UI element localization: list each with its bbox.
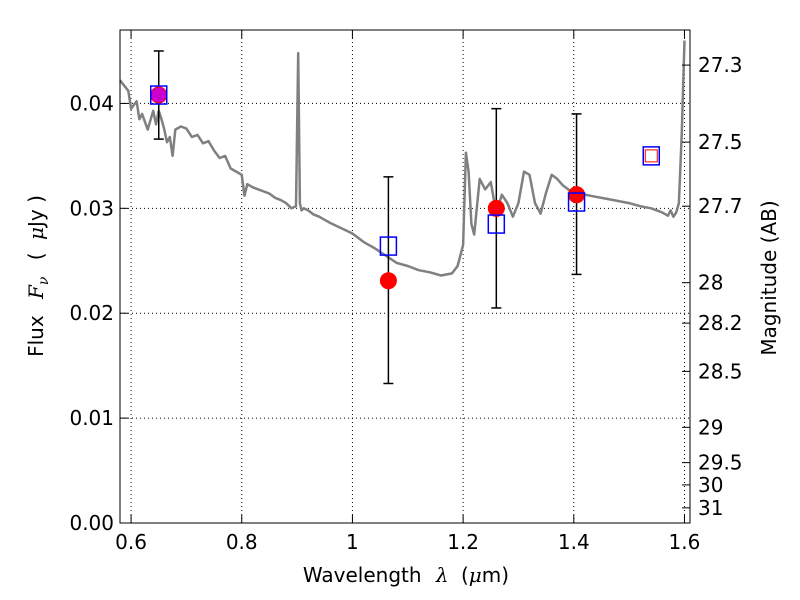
y-axis-title: Flux Fν ( μJy ) [24,195,53,357]
x-tick-label: 1.2 [447,530,479,554]
model-square [642,146,661,166]
x-tick-label: 1.4 [558,530,590,554]
observed-point [568,186,586,204]
y2-tick-label: 29.5 [698,451,743,475]
x-tick-label: 0.8 [226,530,258,554]
y-tick-label: 0.04 [69,91,114,115]
y2-tick-label: 27.3 [698,53,743,77]
errorbar-group [153,50,582,385]
y2-tick-label: 29 [698,415,723,439]
y-tick-label: 0.00 [69,511,114,535]
observed-point [150,86,168,104]
model-square [379,236,398,256]
model-squares-group [149,85,661,256]
y2-tick-label: 28.2 [698,311,743,335]
y2-tick-label: 27.5 [698,130,743,154]
model-square [567,192,586,212]
observed-point [379,272,397,290]
x-axis-ticks: 0.6 0.8 1 1.2 1.4 1.6 [115,30,700,554]
spectrum-line [119,40,686,277]
spectrum-line-group [119,40,686,277]
data-points-group [150,86,586,290]
upper-limit-marker [644,149,658,163]
x-tick-label: 0.6 [115,530,147,554]
y2-axis-title: Magnitude (AB) [757,200,781,355]
y-tick-label: 0.02 [69,301,114,325]
y2-tick-label: 31 [698,496,723,520]
y2-tick-label: 28.5 [698,359,743,383]
y2-tick-label: 30 [698,473,723,497]
x-tick-label: 1 [346,530,359,554]
grid [120,30,690,524]
y-tick-label: 0.03 [69,196,114,220]
y2-tick-label: 27.7 [698,194,743,218]
y2-tick-label: 28 [698,271,723,295]
plot-frame [119,29,691,524]
model-square [149,85,168,105]
model-square [487,214,506,234]
y-tick-label: 0.01 [69,406,114,430]
x-axis-title: Wavelength λ (μm) [303,563,509,587]
x-tick-label: 1.6 [669,530,701,554]
y-axis-ticks: 0.00 0.01 0.02 0.03 0.04 [69,91,128,535]
observed-point [487,199,505,217]
